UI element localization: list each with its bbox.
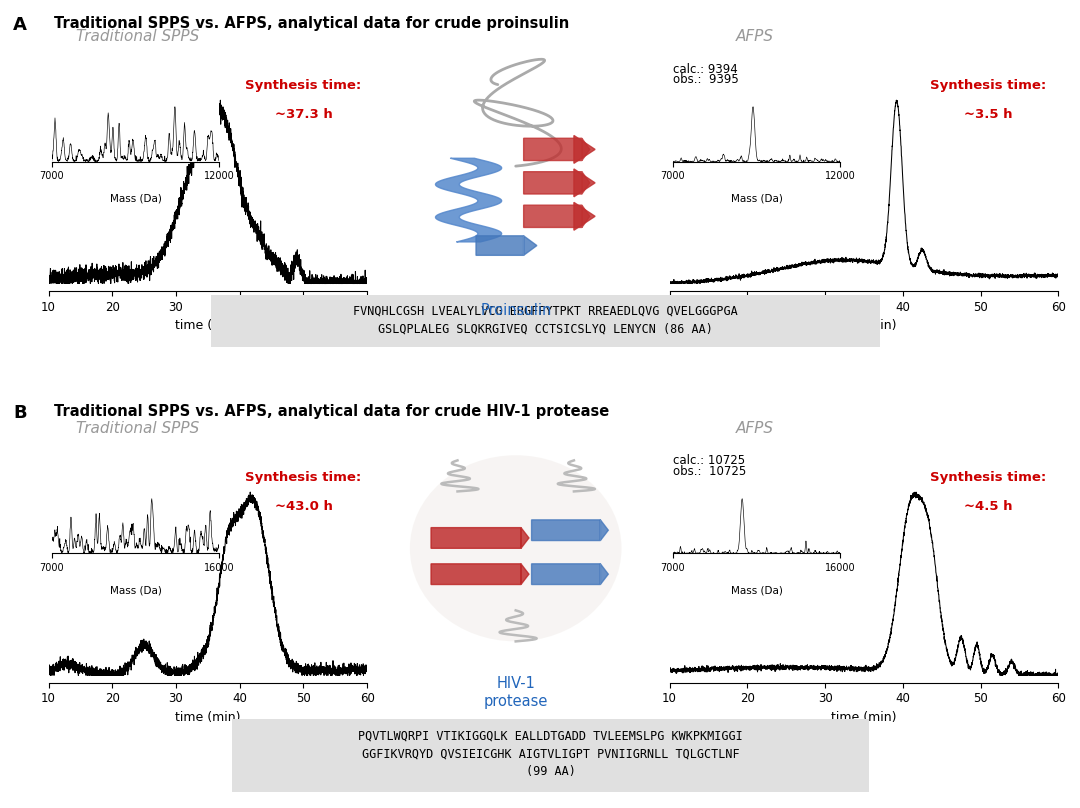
Polygon shape [524, 205, 590, 228]
Text: Proinsulin: Proinsulin [481, 303, 552, 318]
Text: Traditional SPPS vs. AFPS, analytical data for crude HIV-1 protease: Traditional SPPS vs. AFPS, analytical da… [54, 404, 609, 419]
X-axis label: time (min): time (min) [832, 711, 896, 724]
Text: AFPS: AFPS [737, 421, 774, 436]
X-axis label: time (min): time (min) [175, 711, 241, 724]
Polygon shape [431, 564, 529, 584]
Polygon shape [573, 202, 595, 230]
Text: obs.:  10725: obs.: 10725 [673, 465, 746, 478]
Polygon shape [573, 136, 595, 163]
Text: Synthesis time:: Synthesis time: [245, 79, 362, 92]
Text: calc.: 10725: calc.: 10725 [673, 454, 745, 467]
Ellipse shape [410, 455, 622, 642]
Text: B: B [13, 404, 27, 422]
Polygon shape [524, 138, 590, 161]
Text: Traditional SPPS vs. AFPS, analytical data for crude proinsulin: Traditional SPPS vs. AFPS, analytical da… [54, 16, 569, 32]
Polygon shape [531, 520, 608, 541]
Polygon shape [431, 528, 529, 549]
Text: Synthesis time:: Synthesis time: [245, 471, 362, 484]
Text: ~37.3 h: ~37.3 h [274, 107, 333, 120]
FancyBboxPatch shape [211, 295, 880, 347]
Polygon shape [476, 236, 537, 255]
Text: ~43.0 h: ~43.0 h [274, 499, 333, 512]
Text: Traditional SPPS: Traditional SPPS [77, 421, 200, 436]
Text: AFPS: AFPS [737, 29, 774, 44]
Text: ~3.5 h: ~3.5 h [964, 107, 1013, 120]
Text: Mass (Da): Mass (Da) [730, 586, 783, 595]
Text: Mass (Da): Mass (Da) [109, 194, 162, 204]
FancyBboxPatch shape [232, 719, 869, 792]
Text: ~4.5 h: ~4.5 h [964, 499, 1013, 512]
Text: Mass (Da): Mass (Da) [109, 586, 162, 595]
X-axis label: time (min): time (min) [175, 319, 241, 332]
Text: calc.: 9394: calc.: 9394 [673, 63, 738, 76]
Polygon shape [531, 564, 608, 584]
Polygon shape [524, 172, 590, 194]
Text: obs.:  9395: obs.: 9395 [673, 74, 739, 86]
Text: Mass (Da): Mass (Da) [730, 194, 783, 204]
Text: PQVTLWQRPI VTIKIGGQLK EALLDTGADD TVLEEMSLPG KWKPKMIGGI
GGFIKVRQYD QVSIEICGHK AIG: PQVTLWQRPI VTIKIGGQLK EALLDTGADD TVLEEMS… [359, 730, 743, 778]
Text: FVNQHLCGSH LVEALYLVCG ERGFFYTPKT RREAEDLQVG QVELGGGPGA
GSLQPLALEG SLQKRGIVEQ CCT: FVNQHLCGSH LVEALYLVCG ERGFFYTPKT RREAEDL… [353, 305, 738, 336]
Text: Synthesis time:: Synthesis time: [930, 471, 1047, 484]
X-axis label: time (min): time (min) [832, 319, 896, 332]
Text: Traditional SPPS: Traditional SPPS [77, 29, 200, 44]
Text: HIV-1
protease: HIV-1 protease [484, 676, 549, 709]
Text: Synthesis time:: Synthesis time: [930, 79, 1047, 92]
Text: A: A [13, 16, 27, 34]
Polygon shape [573, 169, 595, 197]
